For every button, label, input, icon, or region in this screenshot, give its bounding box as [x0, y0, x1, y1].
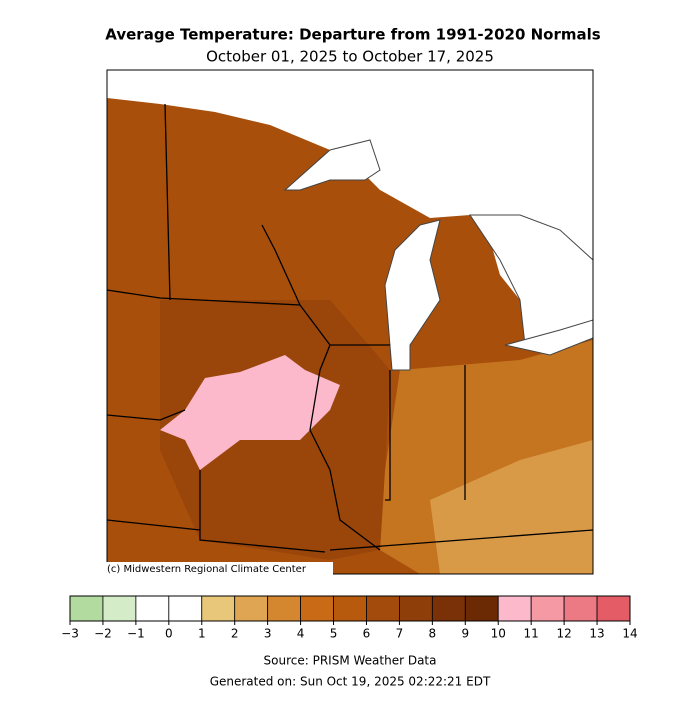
subtitle: October 01, 2025 to October 17, 2025 [206, 48, 494, 66]
source: Source: PRISM Weather Data [264, 654, 437, 668]
colorbar-tick-label: 1 [198, 627, 206, 641]
colorbar-tick-label: 12 [556, 627, 571, 641]
colorbar-swatch [267, 595, 301, 622]
colorbar-tick-label: 9 [461, 627, 469, 641]
colorbar-tick-label: 7 [396, 627, 404, 641]
lake-superior [283, 139, 381, 191]
colorbar-tick-label: 10 [491, 627, 506, 641]
colorbar-tick-label: 4 [297, 627, 305, 641]
colorbar-swatch [168, 595, 203, 622]
colorbar-frame [69, 595, 631, 622]
colorbar-swatch [69, 595, 104, 622]
colorbar-swatch [102, 595, 137, 622]
map: (c) Midwestern Regional Climate Center [105, 69, 594, 576]
colorbar-swatch [431, 595, 466, 622]
colorbar-tick-label: −1 [127, 627, 145, 641]
colorbar-swatch [497, 595, 532, 622]
generated: Generated on: Sun Oct 19, 2025 02:22:21 … [210, 675, 491, 689]
colorbar: −3 −2 −1 0 1 2 3 4 5 6 7 8 9 10 11 12 13 14 [61, 595, 638, 641]
title: Average Temperature: Departure from 1991… [105, 26, 600, 44]
colorbar-tick-label: 5 [330, 627, 338, 641]
colorbar-swatch [563, 595, 598, 622]
colorbar-tick-label: 13 [589, 627, 604, 641]
colorbar-tick-label: 0 [165, 627, 173, 641]
lake-michigan [384, 219, 441, 371]
map-credit: (c) Midwestern Regional Climate Center [107, 564, 307, 575]
colorbar-swatch [399, 595, 433, 622]
warm-anomaly [160, 355, 340, 470]
colorbar-swatch [135, 595, 170, 622]
land-region-southeast [430, 440, 593, 574]
colorbar-swatch [464, 595, 499, 622]
colorbar-tick-label: 14 [622, 627, 637, 641]
colorbar-tick-label: 8 [429, 627, 437, 641]
colorbar-swatch [234, 595, 269, 622]
colorbar-swatch [596, 595, 631, 622]
colorbar-tick-label: 3 [264, 627, 272, 641]
colorbar-tick-label: 2 [231, 627, 239, 641]
colorbar-tick-label: 6 [363, 627, 371, 641]
colorbar-swatch [201, 595, 236, 622]
colorbar-swatch [530, 595, 565, 622]
colorbar-tick-label: −2 [94, 627, 112, 641]
colorbar-swatch [333, 595, 367, 622]
colorbar-tick-label: 11 [524, 627, 539, 641]
colorbar-swatch [300, 595, 334, 622]
colorbar-tick-label: −3 [61, 627, 79, 641]
credit-background [105, 562, 333, 576]
colorbar-swatch [366, 595, 400, 622]
map-frame [106, 69, 594, 575]
state-borders [106, 103, 594, 553]
